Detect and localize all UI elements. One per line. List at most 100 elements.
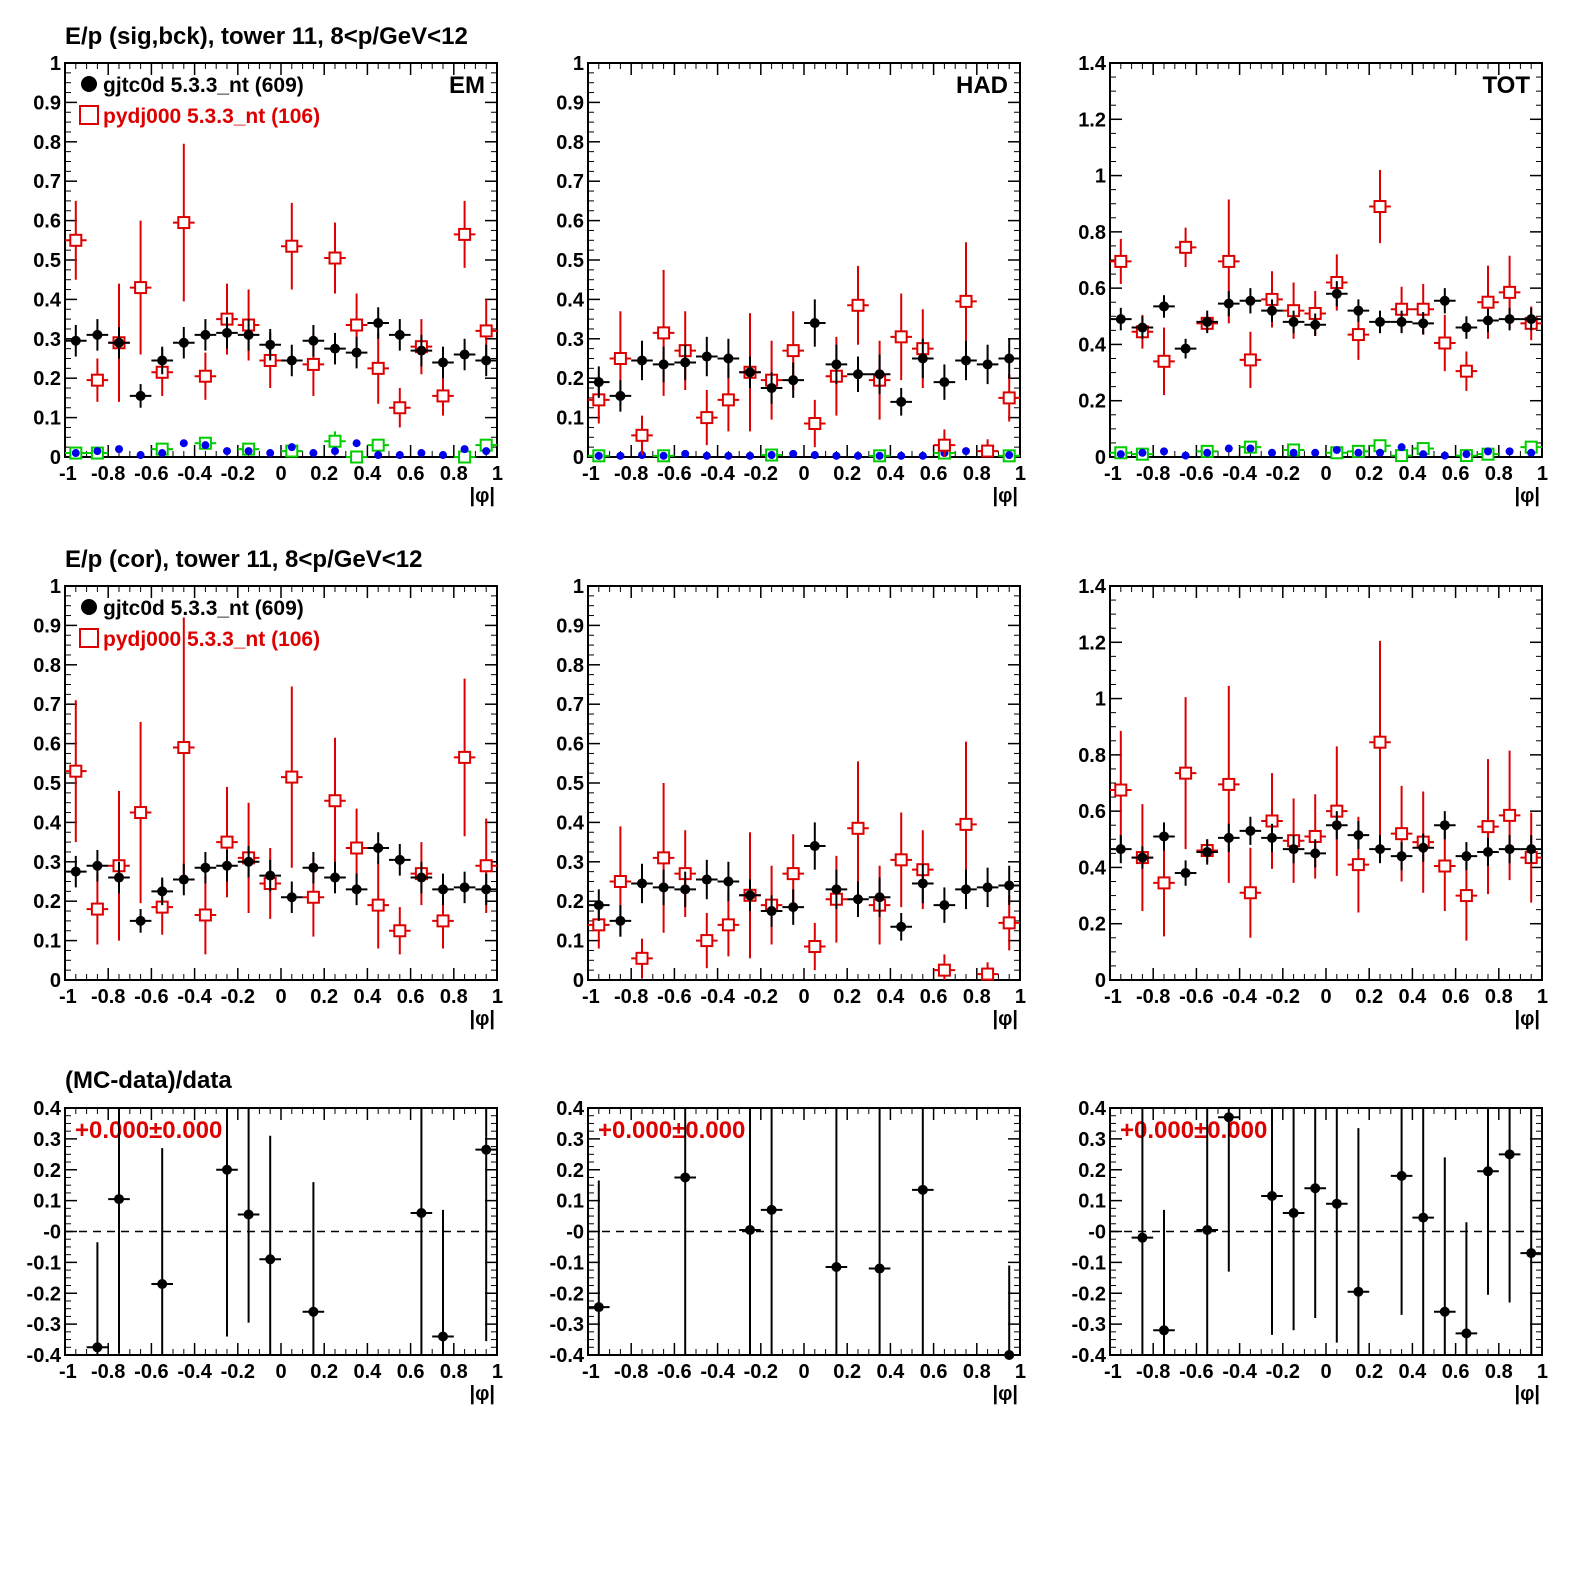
blue-point	[702, 451, 711, 460]
data-point	[416, 345, 427, 356]
mc-point	[350, 318, 364, 332]
data-point	[766, 906, 777, 917]
x-tick-label: 0.8	[1485, 463, 1513, 485]
x-tick-label: 0.4	[353, 463, 382, 485]
data-point	[723, 353, 734, 364]
x-tick-label: -0.4	[700, 986, 735, 1008]
x-tick-label: 0.2	[310, 986, 338, 1008]
blue-point	[158, 449, 167, 458]
mc-point	[69, 233, 83, 247]
x-tick-label: 0	[1320, 463, 1331, 485]
blue-point	[266, 449, 275, 458]
panel-r2_had: -1 -0.8 -0.6 -0.4 -0.2 0 0.2 0.4 0.6 0.8 1 0 0.1 0.2 0…	[556, 576, 1026, 1030]
y-tick-label: -0.1	[550, 1252, 584, 1274]
x-tick-label: 0	[275, 986, 286, 1008]
data-point	[330, 872, 340, 883]
y-tick-label: 0	[1095, 970, 1106, 992]
x-tick-label: -0.4	[700, 1361, 735, 1383]
y-tick-label: 0.7	[556, 171, 584, 193]
blue-point	[1160, 447, 1168, 456]
data-point	[1418, 318, 1429, 329]
legend-mc-marker	[79, 105, 99, 125]
data-point	[1331, 820, 1342, 831]
y-tick-label: 0.2	[556, 368, 584, 390]
data-point	[680, 357, 691, 368]
mc-point	[1179, 766, 1193, 780]
data-point	[593, 1302, 604, 1313]
data-point	[982, 359, 993, 370]
mc-point	[90, 902, 104, 916]
x-tick-label: -0.8	[614, 1361, 648, 1383]
data-point	[135, 390, 146, 401]
data-point	[1461, 851, 1472, 862]
data-point	[351, 884, 362, 895]
x-tick-label: 1	[1537, 463, 1548, 485]
y-tick-label: 0.5	[556, 250, 584, 272]
data-point	[1526, 844, 1537, 855]
y-tick-label: 0.6	[556, 734, 584, 756]
panel-r3_tot: -1 -0.8 -0.6 -0.4 -0.2 0 0.2 0.4 0.6 0.8 1 -0.4 -0.3…	[1072, 1098, 1548, 1405]
y-tick-label: 0.9	[556, 615, 584, 637]
x-tick-label: 0.6	[1442, 463, 1470, 485]
y-tick-label: 0.5	[33, 250, 61, 272]
blue-point	[1268, 448, 1276, 457]
mc-point	[851, 298, 865, 312]
mc-point	[69, 764, 83, 778]
mc-point	[328, 251, 342, 265]
mc-point	[635, 428, 649, 442]
fit-annotation: +0.000±0.000	[598, 1117, 745, 1144]
blue-point	[897, 451, 906, 460]
blue-point	[1419, 450, 1428, 459]
data-point	[637, 878, 647, 889]
data-point	[1137, 1232, 1148, 1243]
y-tick-label: 0.8	[33, 132, 61, 154]
blue-point	[1462, 450, 1471, 459]
mc-point	[1395, 827, 1409, 841]
y-tick-label: 0.2	[1078, 914, 1106, 936]
x-axis-label: |φ|	[470, 1008, 496, 1030]
x-tick-label: 0.4	[1398, 1361, 1427, 1383]
y-tick-label: 0.1	[556, 931, 584, 953]
y-tick-label: 0.4	[1078, 1098, 1107, 1120]
data-point	[1353, 830, 1364, 841]
data-point	[1418, 1212, 1429, 1223]
x-tick-label: -1	[582, 986, 600, 1008]
data-point	[92, 329, 103, 340]
x-tick-label: -1	[1104, 986, 1122, 1008]
data-point	[92, 860, 103, 871]
y-tick-label: 0.6	[1078, 278, 1106, 300]
x-tick-label: 0.4	[353, 1361, 382, 1383]
x-tick-label: -0.8	[614, 986, 648, 1008]
mc-point	[1114, 254, 1128, 268]
x-tick-label: 0.6	[397, 463, 425, 485]
y-tick-label: 0.4	[1078, 334, 1107, 356]
x-tick-label: -0.2	[221, 463, 255, 485]
y-tick-label: 1.4	[1078, 53, 1107, 75]
data-point	[788, 902, 799, 913]
data-point	[1180, 868, 1191, 879]
data-point	[308, 862, 319, 873]
data-point	[917, 353, 928, 364]
data-point	[1267, 305, 1277, 316]
mc-point	[894, 330, 908, 344]
blue-point	[331, 447, 339, 456]
row2-title: E/p (cor), tower 11, 8<p/GeV<12	[65, 546, 422, 573]
data-point	[265, 1254, 276, 1265]
y-tick-label: 0.6	[33, 211, 61, 233]
data-point	[1418, 842, 1429, 853]
y-tick-label: -0.2	[550, 1283, 584, 1305]
blue-point	[1224, 444, 1233, 453]
y-tick-label: -0.4	[550, 1345, 585, 1367]
data-point	[178, 874, 189, 885]
data-point	[809, 318, 820, 329]
x-tick-label: -0.6	[657, 1361, 691, 1383]
y-tick-label: 1.4	[1078, 576, 1107, 598]
x-axis-label: |φ|	[1515, 1383, 1541, 1405]
x-tick-label: -1	[59, 1361, 77, 1383]
data-point	[1439, 295, 1450, 306]
blue-point	[1181, 451, 1190, 460]
panel-label: HAD	[956, 72, 1008, 99]
data-point	[615, 915, 626, 926]
green-point	[350, 450, 364, 464]
x-tick-label: 1	[492, 986, 503, 1008]
